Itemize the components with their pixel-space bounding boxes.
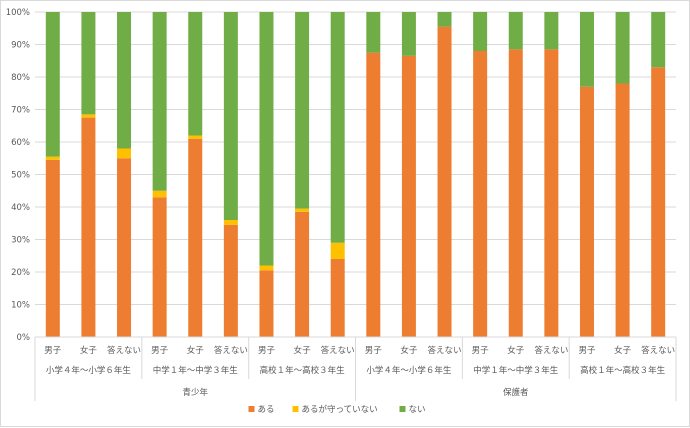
x-category-label: 男子 [44,346,62,356]
bar-segment-2 [152,190,167,198]
bar-segment-1 [651,67,666,337]
bar-segment-1 [473,51,488,337]
x-group-label: 中学１年～中学３年生 [473,365,559,376]
bar-segment-1 [615,83,630,337]
gridlines [35,11,676,338]
bar-segment-3 [544,12,559,50]
y-tick-label: 70% [11,106,30,116]
bar-segment-3 [152,12,167,191]
bar-segment-3 [579,12,594,87]
bar-segment-3 [81,12,96,115]
x-category-label: 女子 [400,345,418,356]
x-category-label: 女子 [294,345,312,356]
bar-segment-3 [366,12,381,53]
y-tick-label: 80% [11,73,30,83]
bar-segment-2 [45,156,60,160]
legend-swatch [292,406,299,412]
bars [45,12,666,337]
x-category-label: 女子 [614,345,632,356]
y-tick-label: 10% [11,301,30,311]
legend-swatch [248,406,255,412]
bar-segment-3 [330,12,345,243]
x-category-label: 答えない [428,345,462,356]
x-category-label: 女子 [507,345,525,356]
x-supergroup-label: 青少年 [182,387,208,398]
legend-label: あるが守っていない [302,404,378,415]
bar-segment-1 [188,138,203,337]
x-category-label: 答えない [321,345,355,356]
legend-label: ある [258,405,275,415]
y-tick-label: 90% [11,41,30,51]
x-category-label: 答えない [214,345,248,356]
legend-swatch [399,406,406,412]
y-tick-label: 30% [11,236,30,246]
bar-segment-1 [117,158,132,337]
bar-segment-3 [295,12,310,209]
x-group-label: 小学４年～小学６年生 [46,365,132,376]
x-group-label: 小学４年～小学６年生 [366,365,452,376]
bar-segment-1 [366,52,381,337]
bar-segment-3 [508,12,523,50]
x-category-label: 男子 [151,346,169,356]
bar-segment-3 [401,12,416,56]
y-tick-label: 60% [11,138,30,148]
bar-segment-2 [295,208,310,212]
bar-segment-2 [330,242,345,259]
x-group-label: 高校１年～高校３年生 [260,365,346,376]
y-tick-label: 50% [11,171,30,181]
bar-segment-1 [81,117,96,337]
y-tick-label: 40% [11,203,30,213]
bar-segment-2 [223,220,238,225]
legend: ある あるが守っていない ない [248,404,426,415]
x-category-label: 男子 [472,346,490,356]
bar-segment-2 [259,265,274,271]
x-category-label: 答えない [641,345,675,356]
bar-segment-1 [330,259,345,337]
bar-segment-1 [508,49,523,337]
bar-segment-3 [437,12,452,27]
bar-segment-3 [473,12,488,51]
x-category-label: 男子 [258,346,276,356]
x-category-label: 答えない [107,345,141,356]
x-group-label: 中学１年～中学３年生 [153,365,239,376]
x-supergroup-label: 保護者 [503,387,529,398]
bar-segment-3 [223,12,238,220]
bar-segment-1 [437,26,452,337]
bar-segment-1 [401,55,416,337]
bar-segment-1 [259,270,274,337]
x-category-label: 女子 [80,345,98,356]
bar-segment-3 [651,12,666,68]
x-category-label: 男子 [578,346,596,356]
bar-segment-3 [615,12,630,84]
bar-segment-1 [45,159,60,337]
bar-segment-1 [295,211,310,337]
bar-segment-3 [259,12,274,266]
x-axis: 男子 女子 答えない 男子 女子 答えない 男子 女子 答えない 男子 女子 答えない 男子 女子 答えない… [34,336,677,401]
bar-segment-1 [544,49,559,337]
bar-segment-3 [117,12,132,149]
legend-label: ない [409,405,426,415]
y-tick-label: 20% [11,268,30,278]
x-category-label: 答えない [534,345,568,356]
bar-segment-2 [117,148,132,159]
bar-segment-3 [188,12,203,136]
bar-segment-3 [45,12,60,157]
x-category-label: 男子 [365,346,383,356]
x-category-label: 女子 [187,345,205,356]
y-tick-label: 100% [6,8,30,18]
bar-segment-2 [81,114,96,118]
bar-segment-1 [223,224,238,337]
y-tick-label: 0% [17,333,31,343]
x-group-label: 高校１年～高校３年生 [580,365,666,376]
bar-segment-1 [152,197,167,337]
bar-segment-1 [579,86,594,337]
bar-segment-2 [188,135,203,139]
y-axis-ticks: 0% 10% 20% 30% 40% 50% 60% 70% 80% 90% 100% [6,8,30,343]
